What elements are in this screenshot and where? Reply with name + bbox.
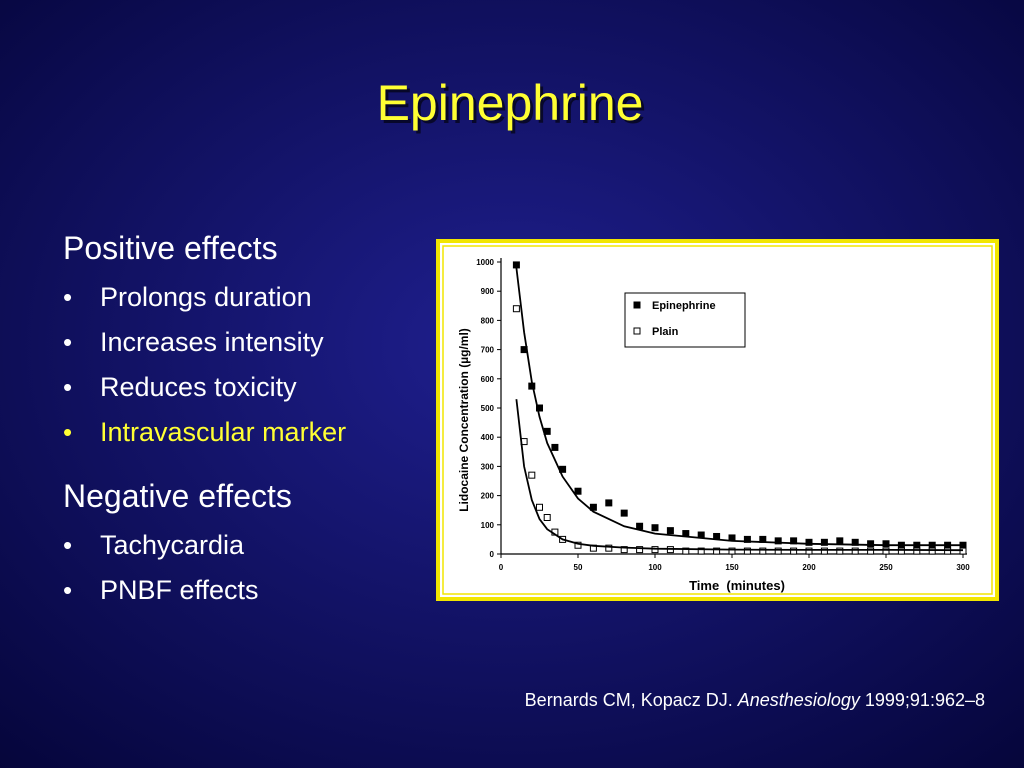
- data-point: [512, 305, 520, 313]
- data-point: [820, 538, 828, 546]
- data-point: [882, 547, 890, 555]
- data-point: [774, 537, 782, 545]
- y-tick-label: 100: [481, 521, 495, 530]
- y-tick-label: 1000: [476, 258, 494, 267]
- bullet-symbol: •: [63, 372, 72, 402]
- data-point: [551, 443, 559, 451]
- data-point: [805, 547, 813, 555]
- data-point: [790, 547, 798, 555]
- data-point: [651, 524, 659, 532]
- data-point: [697, 547, 705, 555]
- data-point: [512, 261, 520, 269]
- data-point: [574, 541, 582, 549]
- fit-curve: [515, 267, 963, 547]
- data-point: [928, 547, 936, 555]
- y-tick-label: 600: [481, 375, 495, 384]
- data-point: [605, 544, 613, 552]
- data-point: [774, 547, 782, 555]
- x-tick-label: 250: [879, 563, 893, 572]
- bullet-text: Intravascular marker: [100, 417, 346, 447]
- bullet-text: PNBF effects: [100, 575, 259, 605]
- data-point: [743, 535, 751, 543]
- data-point: [589, 503, 597, 511]
- data-point: [836, 537, 844, 545]
- data-point: [759, 547, 767, 555]
- x-tick-label: 0: [499, 563, 504, 572]
- bullet-symbol: •: [63, 327, 72, 357]
- data-point: [820, 547, 828, 555]
- legend-label: Epinephrine: [652, 300, 716, 312]
- data-point: [636, 546, 644, 554]
- data-point: [543, 514, 551, 521]
- y-tick-label: 200: [481, 492, 495, 501]
- citation-authors: Bernards CM, Kopacz DJ.: [525, 690, 733, 710]
- citation-details: 1999;91:962–8: [865, 690, 985, 710]
- slide-title: Epinephrine: [377, 75, 644, 131]
- data-point: [574, 487, 582, 495]
- bullet-text: Tachycardia: [100, 530, 245, 560]
- data-point: [867, 540, 875, 548]
- data-point: [897, 547, 905, 555]
- data-point: [867, 547, 875, 555]
- legend-marker: [633, 301, 641, 309]
- x-tick-label: 300: [956, 563, 970, 572]
- bullet-text: Increases intensity: [100, 327, 324, 357]
- data-point: [536, 404, 543, 412]
- x-tick-label: 150: [725, 563, 739, 572]
- data-point: [851, 547, 859, 555]
- x-axis-label: Time (minutes): [689, 578, 785, 593]
- data-point: [666, 527, 674, 535]
- data-point: [944, 547, 952, 555]
- bullet-symbol: •: [63, 282, 72, 312]
- data-point: [836, 547, 844, 555]
- data-point: [636, 522, 644, 530]
- bullet-symbol: •: [63, 530, 72, 560]
- citation-journal: Anesthesiology: [737, 690, 861, 710]
- data-point: [882, 540, 890, 548]
- x-tick-label: 200: [802, 563, 816, 572]
- y-tick-label: 900: [481, 287, 495, 296]
- data-point: [913, 547, 921, 555]
- y-tick-label: 700: [481, 346, 495, 355]
- section-heading: Negative effects: [63, 478, 292, 514]
- data-point: [713, 547, 721, 555]
- citation: Bernards CM, Kopacz DJ. Anesthesiology 1…: [525, 690, 985, 710]
- legend-box: [624, 292, 746, 348]
- bullet-symbol: •: [63, 417, 72, 447]
- chart-inner-frame: [442, 245, 993, 595]
- fit-curve: [515, 399, 964, 552]
- y-axis-label: Lidocaine Concentration (µg/ml): [457, 328, 471, 512]
- data-point: [536, 503, 543, 511]
- data-point: [743, 547, 751, 555]
- legend-label: Plain: [652, 326, 679, 338]
- bullet-symbol: •: [63, 575, 72, 605]
- data-point: [528, 471, 536, 479]
- bullet-text: Prolongs duration: [100, 282, 312, 312]
- x-tick-label: 100: [648, 563, 662, 572]
- chart: 0 100 200 300 400 500 600 700 800 900 1000 0 50 100 15…: [457, 258, 970, 593]
- data-point: [620, 509, 628, 517]
- y-tick-label: 400: [481, 433, 495, 442]
- y-tick-label: 500: [481, 404, 495, 413]
- title-shadow: Epinephrine: [380, 78, 647, 134]
- bullet-list: Positive effects • Prolongs duration • Incre…: [63, 230, 346, 605]
- y-tick-label: 800: [481, 316, 495, 325]
- y-tick-label: 300: [481, 462, 495, 471]
- data-point: [805, 538, 813, 546]
- y-tick-label: 0: [490, 550, 495, 559]
- data-point: [682, 547, 690, 555]
- bullet-text: Reduces toxicity: [100, 372, 297, 402]
- legend-marker: [633, 327, 641, 335]
- data-point: [605, 499, 613, 507]
- data-point: [728, 547, 736, 555]
- section-heading: Positive effects: [63, 230, 278, 266]
- data-point: [620, 546, 628, 554]
- x-tick-label: 50: [574, 563, 583, 572]
